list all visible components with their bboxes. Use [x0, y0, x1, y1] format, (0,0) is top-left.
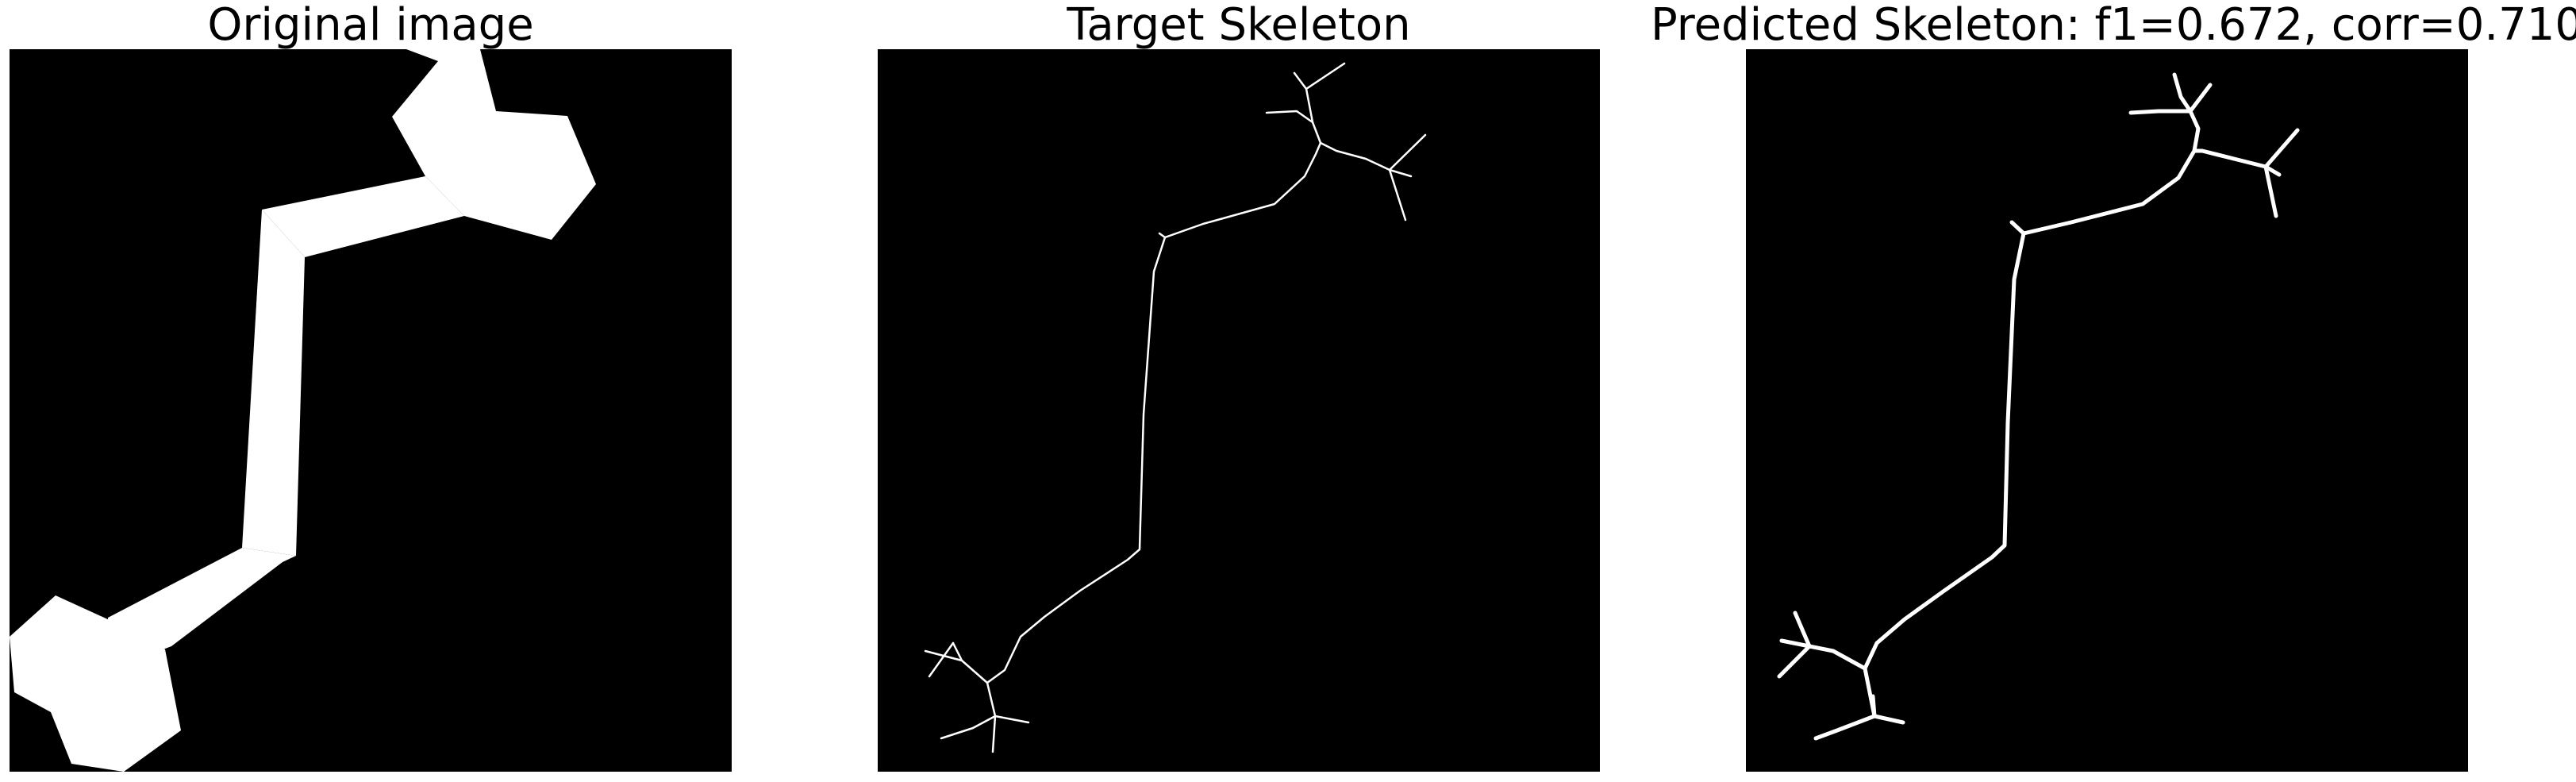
predicted-branch-tr2 [2172, 72, 2193, 114]
predicted-branch-bl1 [1779, 638, 1867, 671]
target-branch-tr5 [1388, 168, 1413, 178]
panel-title-predicted: Predicted Skeleton: f1=0.672, corr=0.710 [1651, 0, 2576, 51]
upper-bar [262, 176, 464, 257]
panel-predicted: Predicted Skeleton: f1=0.672, corr=0.710 [1651, 0, 2576, 782]
target-branch-bl4 [940, 681, 997, 740]
upper-blob [392, 49, 596, 240]
target-branch-tr6 [1388, 168, 1407, 222]
target-branch-bl5 [991, 715, 997, 753]
panel-original: Original image [10, 0, 732, 782]
panel-target: Target Skeleton [878, 0, 1600, 782]
predicted-branch-bl3 [1777, 644, 1812, 679]
original-image-shape [10, 49, 596, 772]
predicted-vertical [1863, 231, 2026, 671]
predicted-branch-tr1 [2128, 109, 2201, 153]
target-branch-tr3 [1305, 62, 1346, 91]
original-image [10, 49, 732, 772]
target-vertical [986, 236, 1167, 684]
predicted-branch-bl6 [1872, 714, 1905, 725]
predicted-branch-tr3 [2188, 83, 2213, 114]
predicted-skeleton-image [1746, 49, 2468, 772]
predicted-main-spine [2009, 148, 2268, 236]
predicted-branch-bl5 [1870, 694, 1877, 718]
predicted-branch-tr6 [2263, 164, 2278, 218]
lower-bar [108, 548, 296, 670]
target-branch-bl1 [952, 641, 989, 684]
predicted-branch-bl2 [1793, 611, 1812, 649]
lower-blob [10, 595, 181, 772]
target-branch-bl6 [994, 715, 1030, 724]
predicted-skeleton-shape [1777, 72, 2300, 741]
predicted-branch-bl4 [1813, 666, 1877, 741]
target-branch-bl3 [928, 641, 955, 678]
target-main-spine [1158, 141, 1391, 239]
target-branch-tr4 [1388, 133, 1427, 171]
target-skeleton-image [878, 49, 1600, 772]
panel-title-target: Target Skeleton [1067, 0, 1411, 51]
vertical-bar [242, 210, 305, 556]
predicted-branch-tr4 [2263, 128, 2300, 169]
target-branch-tr1 [1265, 110, 1322, 144]
target-skeleton-shape [924, 62, 1427, 753]
panel-title-original: Original image [207, 0, 534, 51]
